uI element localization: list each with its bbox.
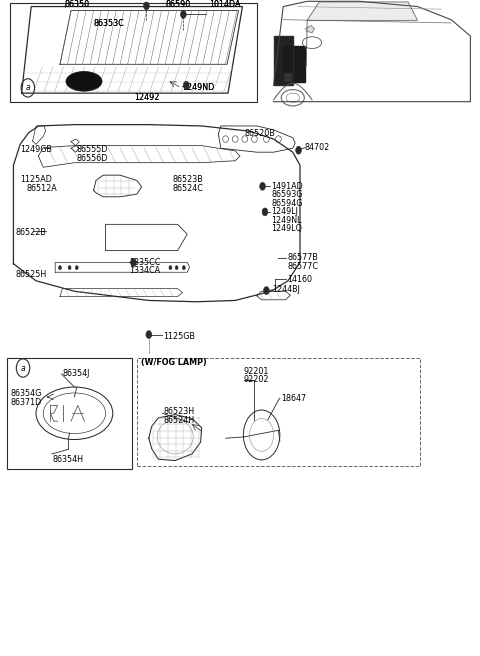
Text: a: a xyxy=(25,83,30,92)
Text: 12492: 12492 xyxy=(134,93,160,102)
Text: 86594G: 86594G xyxy=(271,199,303,208)
Text: 86354H: 86354H xyxy=(53,455,84,464)
Text: 86523H: 86523H xyxy=(163,407,194,417)
Circle shape xyxy=(131,258,136,266)
Polygon shape xyxy=(283,46,305,82)
Circle shape xyxy=(146,331,152,338)
Text: 1249LQ: 1249LQ xyxy=(271,224,302,234)
Circle shape xyxy=(260,182,265,190)
Text: 1125GB: 1125GB xyxy=(163,332,195,341)
Polygon shape xyxy=(307,2,418,20)
Polygon shape xyxy=(284,73,291,81)
Circle shape xyxy=(68,266,71,270)
Circle shape xyxy=(296,146,301,154)
Circle shape xyxy=(183,81,189,89)
Text: 1249ND: 1249ND xyxy=(182,83,215,92)
Text: 86590: 86590 xyxy=(166,0,191,9)
Text: 1491AD: 1491AD xyxy=(271,182,303,191)
Text: 86524C: 86524C xyxy=(173,184,204,193)
Text: 84702: 84702 xyxy=(305,143,330,152)
Text: 1335CC: 1335CC xyxy=(130,258,161,267)
Text: 1125AD: 1125AD xyxy=(20,175,52,184)
Circle shape xyxy=(169,266,172,270)
Text: 86353C: 86353C xyxy=(94,19,124,28)
Text: a: a xyxy=(21,363,25,373)
Circle shape xyxy=(262,208,268,216)
Text: 1249GB: 1249GB xyxy=(20,145,52,154)
Text: 86577B: 86577B xyxy=(287,253,318,262)
Text: 18647: 18647 xyxy=(281,394,306,403)
Circle shape xyxy=(264,287,269,295)
Text: 1014DA: 1014DA xyxy=(209,0,240,9)
Text: 86555D: 86555D xyxy=(77,145,108,154)
Text: 86593G: 86593G xyxy=(271,190,303,199)
Text: 86353C: 86353C xyxy=(94,19,124,28)
Text: 86350: 86350 xyxy=(65,0,90,9)
Circle shape xyxy=(175,266,178,270)
Text: 1249NL: 1249NL xyxy=(271,216,302,225)
Text: 92201: 92201 xyxy=(244,367,269,376)
Ellipse shape xyxy=(66,72,102,91)
Text: 86350: 86350 xyxy=(65,0,90,9)
Text: 86523B: 86523B xyxy=(173,175,204,184)
Bar xyxy=(7,358,132,469)
Circle shape xyxy=(180,10,186,18)
Text: 14160: 14160 xyxy=(287,275,312,284)
Text: 86371D: 86371D xyxy=(11,398,42,407)
Polygon shape xyxy=(274,36,293,85)
Text: 1249LJ: 1249LJ xyxy=(271,207,298,216)
Text: 86524H: 86524H xyxy=(163,416,194,425)
Text: 1244BJ: 1244BJ xyxy=(273,285,300,295)
Text: 86556D: 86556D xyxy=(77,154,108,163)
Text: 86354G: 86354G xyxy=(11,389,42,398)
Text: 92202: 92202 xyxy=(244,375,269,384)
Text: 86512A: 86512A xyxy=(26,184,57,193)
Text: 1249ND: 1249ND xyxy=(182,83,215,92)
Text: (W/FOG LAMP): (W/FOG LAMP) xyxy=(141,358,206,367)
Text: 1014DA: 1014DA xyxy=(209,0,240,9)
Text: 86520B: 86520B xyxy=(245,129,276,138)
Circle shape xyxy=(182,266,185,270)
Bar xyxy=(137,358,420,466)
Circle shape xyxy=(75,266,78,270)
Text: 12492: 12492 xyxy=(134,93,160,102)
Circle shape xyxy=(144,2,149,10)
Bar xyxy=(10,3,257,102)
Text: 1334CA: 1334CA xyxy=(130,266,161,276)
Text: 86577C: 86577C xyxy=(287,262,318,271)
Text: 86354J: 86354J xyxy=(62,369,90,379)
Text: 86522B: 86522B xyxy=(15,228,46,237)
Text: 86590: 86590 xyxy=(166,0,191,9)
Polygon shape xyxy=(305,26,314,33)
Text: 86525H: 86525H xyxy=(15,270,47,279)
Circle shape xyxy=(59,266,61,270)
